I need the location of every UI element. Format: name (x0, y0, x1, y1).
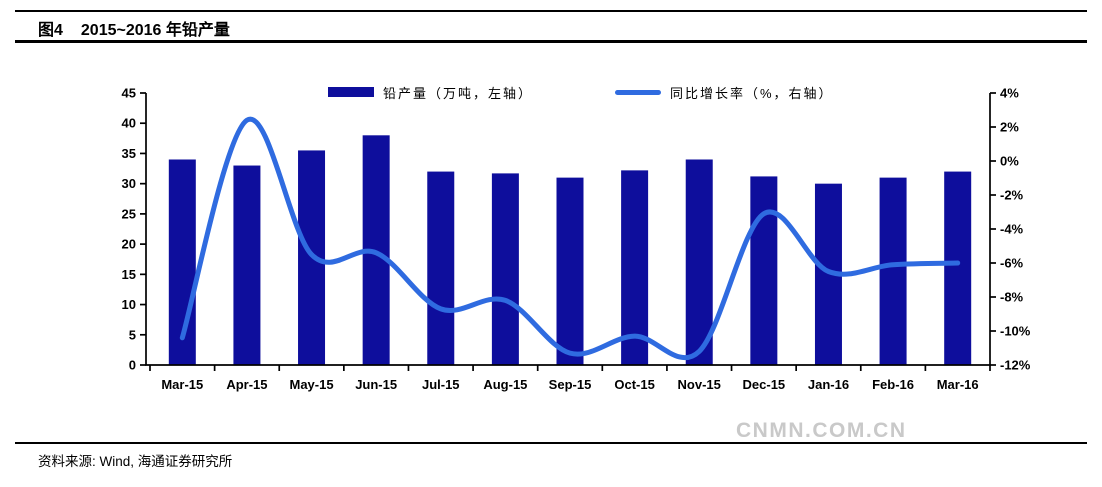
line-series-swatch-icon (615, 89, 661, 95)
footer-rule (15, 442, 1087, 444)
right-axis-label: -6% (1000, 256, 1024, 271)
bar-Aug-15 (491, 173, 519, 365)
x-axis-label: Mar-15 (161, 377, 203, 392)
x-axis-label: Aug-15 (483, 377, 527, 392)
x-axis-label: Feb-16 (872, 377, 914, 392)
figure-title-text: 2015~2016 年铅产量 (80, 22, 230, 39)
bar-Feb-16 (879, 177, 907, 365)
right-axis-label: -10% (1000, 324, 1031, 339)
legend-growth-rate-label: 同比增长率（%，右轴） (670, 85, 834, 101)
x-axis-label: Dec-15 (743, 377, 786, 392)
left-axis-label: 0 (129, 358, 136, 373)
left-axis-label: 35 (122, 146, 136, 161)
left-axis-label: 25 (122, 206, 136, 221)
right-axis-label: 4% (1000, 86, 1019, 101)
x-axis-label: Nov-15 (678, 377, 721, 392)
title-underline-rule (15, 40, 1087, 43)
bar-Oct-15 (621, 170, 649, 365)
legend-item-growth-rate: 同比增长率（%，右轴） (615, 81, 834, 103)
bar-Jul-15 (427, 171, 455, 365)
x-axis-label: Jun-15 (355, 377, 397, 392)
x-axis-label: Mar-16 (937, 377, 979, 392)
watermark: CNMN.COM.CN (736, 419, 907, 442)
x-axis-label: Oct-15 (614, 377, 654, 392)
bar-Apr-15 (233, 165, 261, 365)
x-axis-label: May-15 (289, 377, 333, 392)
left-axis-label: 5 (129, 327, 136, 342)
x-axis-label: Sep-15 (549, 377, 592, 392)
right-axis-label: -8% (1000, 290, 1024, 305)
bar-Nov-15 (685, 159, 713, 365)
right-axis-label: 2% (1000, 120, 1019, 135)
left-axis-label: 30 (122, 176, 136, 191)
right-axis-label: -12% (1000, 358, 1031, 373)
growth-rate-line (179, 116, 961, 361)
figure-label: 图4 (38, 22, 63, 39)
left-axis-label: 40 (122, 116, 136, 131)
right-axis-label: -4% (1000, 222, 1024, 237)
left-axis-label: 45 (122, 86, 136, 101)
left-axis-label: 10 (122, 297, 136, 312)
bar-series-swatch-icon (328, 87, 374, 97)
right-axis-label: -2% (1000, 188, 1024, 203)
right-axis-label: 0% (1000, 154, 1019, 169)
bar-Sep-15 (556, 177, 584, 365)
legend-production-label: 铅产量（万吨，左轴） (383, 85, 534, 101)
x-axis-label: Apr-15 (226, 377, 267, 392)
bar-Mar-16 (944, 171, 972, 365)
top-rule (15, 10, 1087, 12)
source-note: 资料来源: Wind, 海通证券研究所 (38, 454, 233, 469)
left-axis-label: 20 (122, 237, 136, 252)
figure-title: 图4 2015~2016 年铅产量 (38, 16, 230, 40)
x-axis-label: Jul-15 (422, 377, 460, 392)
legend-item-production: 铅产量（万吨，左轴） (328, 81, 533, 103)
left-axis-label: 15 (122, 267, 136, 282)
chart-legend: 铅产量（万吨，左轴） 同比增长率（%，右轴） (0, 81, 1102, 103)
bar-Dec-15 (750, 176, 778, 365)
x-axis-label: Jan-16 (808, 377, 849, 392)
